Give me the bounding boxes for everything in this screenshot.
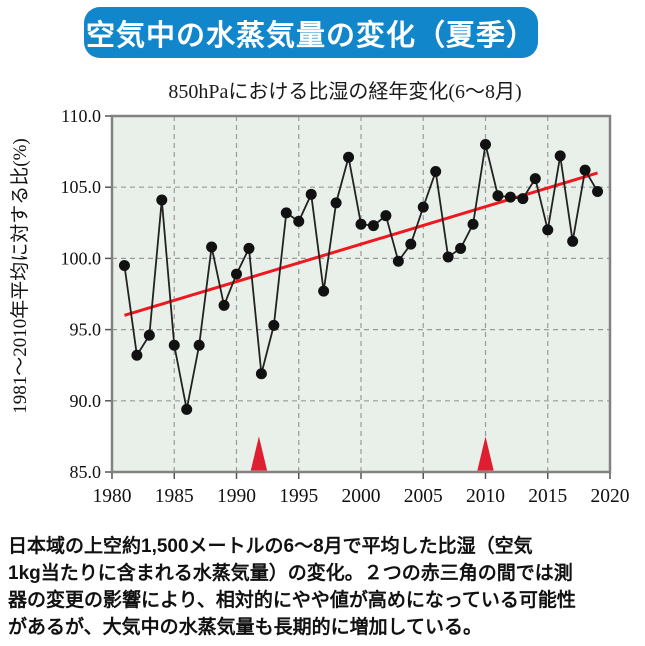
data-point <box>143 329 155 341</box>
x-tick-label: 1990 <box>217 486 256 507</box>
data-point <box>193 339 205 351</box>
plot-area <box>112 116 610 472</box>
data-point <box>430 166 442 178</box>
data-point <box>480 138 491 150</box>
data-point <box>355 218 367 230</box>
caption-line: 器の変更の影響により、相対的にやや値が高めになっている可能性 <box>8 590 576 611</box>
data-point <box>318 285 330 297</box>
data-point <box>542 224 554 236</box>
data-point <box>280 207 292 219</box>
data-point <box>156 194 168 206</box>
data-point <box>579 164 591 176</box>
y-tick-label: 90.0 <box>70 391 102 411</box>
x-tick-label: 1985 <box>155 486 194 507</box>
data-point <box>367 220 379 232</box>
figure-caption: 日本域の上空約1,500メートルの6～8月で平均した比湿（空気 1kg当たりに含… <box>8 533 640 641</box>
x-tick-label: 2010 <box>466 486 505 507</box>
data-point <box>206 241 218 253</box>
instrument-change-triangle-marker <box>477 436 494 471</box>
data-point <box>330 197 342 209</box>
data-point <box>492 190 504 202</box>
data-point <box>231 268 242 280</box>
x-tick-label: 1995 <box>279 486 318 507</box>
chart-title: 850hPaにおける比湿の経年変化(6～8月) <box>168 81 522 103</box>
data-point <box>131 349 143 361</box>
data-point <box>504 191 516 203</box>
x-tick-label: 2020 <box>591 486 630 507</box>
figure-banner: 空気中の水蒸気量の変化（夏季） <box>84 7 538 58</box>
data-point <box>293 215 305 227</box>
data-point <box>305 188 317 200</box>
y-axis-title: 1981～2010年平均に対する比(%) <box>9 138 31 413</box>
data-point <box>118 260 130 272</box>
chart-canvas: 85.0 90.0 95.0 100.0 105.0 110.0 1980 1985 1990 1… <box>9 106 630 507</box>
y-tick-label: 110.0 <box>61 106 101 126</box>
caption-line: があるが、大気中の水蒸気量も長期的に増加している。 <box>8 617 483 638</box>
x-tick-label: 2005 <box>404 486 443 507</box>
data-point <box>554 150 566 162</box>
y-tick-label: 95.0 <box>70 320 102 340</box>
data-point <box>243 242 255 254</box>
data-point <box>567 235 579 247</box>
data-point <box>255 368 267 380</box>
data-point <box>181 403 193 415</box>
x-tick-label: 2015 <box>528 486 567 507</box>
caption-line: 1kg当たりに含まれる水蒸気量）の変化。２つの赤三角の間では測 <box>8 563 573 584</box>
data-point <box>529 173 541 185</box>
data-point <box>455 242 467 254</box>
data-point <box>268 319 280 331</box>
data-point <box>168 339 180 351</box>
instrument-change-triangle-marker <box>250 436 268 471</box>
data-point <box>405 238 417 250</box>
data-point <box>218 299 230 311</box>
plot-border <box>110 114 612 474</box>
x-tick-label: 1980 <box>93 486 132 507</box>
y-tick-label: 100.0 <box>61 248 102 268</box>
y-tick-label: 85.0 <box>70 462 102 482</box>
data-point <box>592 185 604 197</box>
data-point <box>417 201 429 213</box>
figure-banner-label: 空気中の水蒸気量の変化（夏季） <box>85 19 536 52</box>
data-point <box>442 251 454 263</box>
data-point <box>467 218 479 230</box>
caption-line: 日本域の上空約1,500メートルの6～8月で平均した比湿（空気 <box>8 536 533 557</box>
data-point <box>380 210 392 222</box>
data-point <box>343 151 355 163</box>
x-tick-label: 2000 <box>342 486 381 507</box>
data-point <box>517 193 529 205</box>
y-tick-label: 105.0 <box>61 177 102 197</box>
data-point <box>392 255 404 267</box>
